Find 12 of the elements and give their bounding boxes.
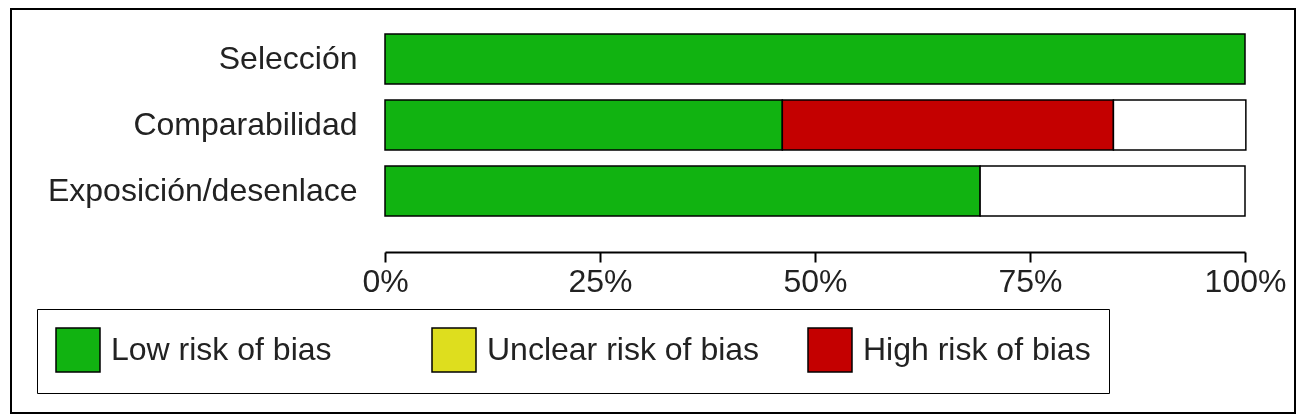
y-tick-label: Exposición/desenlace xyxy=(47,172,358,208)
legend-label: Low risk of bias xyxy=(111,331,332,367)
legend-label: Unclear risk of bias xyxy=(487,331,760,367)
bar xyxy=(384,33,1246,85)
y-tick-label: Comparabilidad xyxy=(133,106,358,142)
x-tick-label: 75% xyxy=(998,262,1063,299)
legend-label: High risk of bias xyxy=(863,331,1091,367)
x-tick-label: 0% xyxy=(362,262,409,299)
x-tick-label: 50% xyxy=(783,262,848,299)
x-tick-label: 25% xyxy=(568,262,633,299)
y-tick-label: Selección xyxy=(218,40,358,76)
x-tick-label: 100% xyxy=(1204,262,1287,299)
